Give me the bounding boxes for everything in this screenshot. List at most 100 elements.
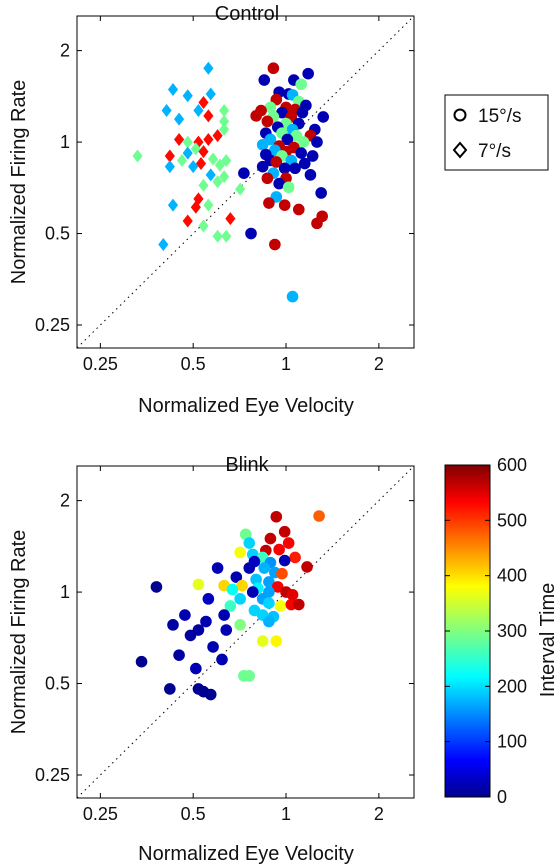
blink-circle-point — [234, 546, 246, 559]
control-diamond-point — [164, 160, 175, 174]
control-diamond-point — [219, 123, 230, 137]
blink-title: Blink — [225, 454, 269, 476]
blink-circle-point — [278, 525, 291, 538]
blink-circle-point — [243, 537, 256, 549]
blink-circle-point — [135, 655, 148, 668]
control-circle-point — [261, 115, 274, 128]
legend-circle-marker — [453, 108, 467, 122]
legend-label-circle: 15°/s — [478, 106, 522, 127]
blink-circle-point — [236, 579, 248, 592]
blink-ytick-label: 1 — [60, 582, 70, 602]
control-diamond-point — [221, 153, 232, 167]
blink-circle-point — [234, 619, 246, 631]
blink-ytick-label: 0.5 — [45, 674, 70, 694]
blink-circle-point — [313, 510, 325, 522]
control-diamond-point — [174, 112, 185, 126]
colorbar-tick-label: 300 — [497, 621, 527, 641]
blink-circle-point — [256, 635, 269, 647]
colorbar: 0 100 200 300 400 500 600 Interval Time — [444, 455, 559, 807]
blink-circle-point — [274, 600, 287, 612]
blink-circle-point — [250, 573, 262, 586]
control-circle-point — [270, 93, 283, 106]
legend-diamond-marker — [452, 141, 468, 159]
control-circle-point — [273, 177, 285, 190]
control-diamond-point — [161, 104, 172, 118]
control-diamond-point — [164, 149, 175, 163]
blink-circle-point — [243, 562, 256, 574]
control-diamond-point — [219, 114, 230, 128]
blink-circle-point — [234, 593, 246, 605]
control-circle-point — [282, 181, 295, 194]
blink-circle-point — [276, 567, 288, 580]
blink-circle-point — [230, 571, 243, 583]
colorbar-tick-label: 600 — [497, 455, 527, 475]
blink-circle-point — [211, 562, 224, 574]
control-circle-point — [258, 74, 271, 86]
blink-circle-point — [263, 597, 275, 609]
control-diamond-point — [205, 168, 216, 182]
control-circle-point — [245, 227, 257, 240]
blink-circle-point — [301, 561, 313, 573]
control-diamond-point — [203, 109, 214, 123]
blink-circle-point — [258, 562, 271, 574]
blink-circle-point — [216, 653, 228, 666]
blink-circle-point — [289, 551, 301, 564]
control-diamond-point — [190, 200, 201, 214]
colorbar-tick-label: 100 — [497, 732, 527, 752]
marker-legend: 15°/s 7°/s — [444, 94, 549, 171]
blink-panel: Blink 0.25 0.5 1 2 0.25 0.5 1 2 Normalized Eye … — [8, 454, 415, 865]
blink-circle-point — [207, 641, 219, 653]
blink-circle-point — [263, 615, 275, 628]
control-diamond-point — [212, 229, 223, 243]
blink-circle-point — [200, 615, 212, 628]
legend-box — [444, 94, 549, 171]
control-circle-point — [302, 67, 314, 80]
control-circle-point — [311, 217, 323, 230]
blink-circle-point — [167, 619, 179, 631]
control-diamond-point — [198, 219, 209, 233]
blink-circle-point — [282, 537, 295, 549]
control-unity-line — [76, 15, 415, 349]
blink-circle-point — [239, 528, 252, 541]
control-diamond-point — [198, 145, 209, 159]
control-diamond-point — [182, 89, 193, 103]
blink-ylabel: Normalized Firing Rate — [8, 530, 30, 735]
control-circle-point — [292, 203, 305, 216]
control-ticks: 0.25 0.5 1 2 0.25 0.5 1 2 — [35, 16, 414, 374]
control-circle-point — [317, 111, 330, 123]
colorbar-tick-label: 0 — [497, 787, 507, 807]
control-diamond-point — [167, 82, 179, 96]
blink-circle-point — [218, 609, 230, 621]
control-circle-point — [270, 156, 283, 168]
colorbar-tick-label: 500 — [497, 510, 527, 530]
blink-circle-point — [192, 578, 205, 591]
blink-circle-point — [278, 554, 291, 567]
control-diamond-point — [207, 152, 219, 166]
control-diamond-point — [212, 175, 223, 189]
blink-circle-point — [190, 662, 202, 675]
blink-xtick-label: 0.25 — [83, 804, 118, 824]
blink-xtick-label: 0.5 — [181, 804, 206, 824]
control-circle-point — [296, 106, 309, 119]
control-diamond-point — [182, 214, 193, 228]
blink-plot-area — [76, 465, 415, 799]
blink-circle-point — [292, 598, 305, 611]
blink-xlabel: Normalized Eye Velocity — [138, 843, 354, 865]
control-diamond-point — [158, 238, 169, 252]
blink-circle-point — [271, 581, 284, 593]
control-circle-point — [276, 106, 288, 119]
control-xtick-label: 2 — [374, 354, 384, 374]
control-diamond-point — [132, 149, 143, 163]
colorbar-ticks: 0 100 200 300 400 500 600 — [445, 455, 527, 807]
blink-circle-point — [286, 588, 299, 601]
blink-circle-point — [246, 586, 259, 598]
control-xtick-label: 0.25 — [83, 354, 118, 374]
colorbar-tick-label: 200 — [497, 676, 527, 696]
blink-circle-point — [184, 629, 197, 642]
control-circle-point — [306, 150, 319, 162]
control-ytick-label: 0.25 — [35, 315, 70, 335]
control-diamond-point — [182, 146, 193, 160]
control-circle-point — [264, 101, 277, 114]
control-xtick-label: 0.5 — [181, 354, 206, 374]
